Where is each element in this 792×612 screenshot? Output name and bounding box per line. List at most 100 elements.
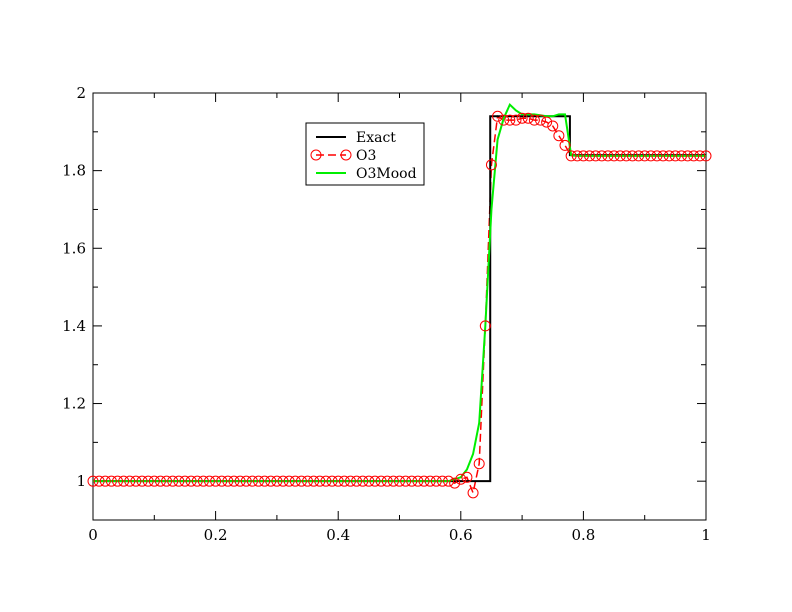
axis-ticks	[92, 92, 707, 521]
o3-marker	[571, 150, 583, 162]
series-o3mood-line	[93, 102, 706, 483]
o3-marker	[418, 475, 430, 487]
o3-marker	[522, 112, 534, 124]
legend-box	[305, 122, 425, 186]
o3-marker	[626, 150, 638, 162]
o3-marker	[222, 475, 234, 487]
o3-marker	[682, 150, 694, 162]
legend-marker-o3	[340, 149, 352, 161]
o3-marker	[559, 139, 571, 151]
legend-label-o3mood: O3Mood	[356, 166, 417, 182]
x-tick-label: 0.8	[571, 526, 595, 544]
o3-marker	[688, 150, 700, 162]
o3-marker	[596, 150, 608, 162]
o3-marker	[302, 475, 314, 487]
o3-marker	[369, 475, 381, 487]
o3-marker	[124, 475, 136, 487]
o3-marker	[443, 475, 455, 487]
o3-marker	[455, 473, 467, 485]
o3-marker	[424, 475, 436, 487]
o3-marker	[93, 475, 105, 487]
o3-marker	[314, 475, 326, 487]
y-tick-label: 1.4	[62, 317, 86, 335]
o3-marker	[99, 475, 111, 487]
o3-marker	[179, 475, 191, 487]
o3-marker	[473, 458, 485, 470]
o3-marker	[363, 475, 375, 487]
o3-marker	[394, 475, 405, 487]
o3-marker	[412, 475, 424, 487]
o3-marker	[651, 150, 663, 162]
o3-marker	[240, 475, 252, 487]
o3-marker	[246, 475, 258, 487]
o3-marker	[271, 475, 283, 487]
legend-label-o3: O3	[356, 148, 376, 164]
o3-marker	[675, 150, 687, 162]
o3-marker	[485, 159, 497, 171]
o3-marker	[357, 475, 369, 487]
o3-marker	[228, 475, 240, 487]
o3-marker	[504, 114, 516, 126]
legend-marker-o3	[310, 149, 322, 161]
o3-marker	[173, 475, 185, 487]
o3-marker	[154, 475, 166, 487]
o3-marker	[528, 114, 540, 126]
o3-marker	[387, 475, 399, 487]
o3-marker	[657, 150, 669, 162]
o3-marker	[547, 120, 559, 132]
series-exact-line	[93, 115, 706, 483]
o3-marker	[87, 475, 99, 487]
x-tick-label: 1	[701, 526, 711, 544]
o3-marker	[295, 475, 307, 487]
o3-marker	[498, 114, 510, 126]
o3-marker	[381, 475, 393, 487]
o3-marker	[541, 116, 553, 128]
o3-marker	[259, 475, 271, 487]
o3-marker	[534, 114, 546, 126]
y-tick-label: 1.2	[62, 395, 86, 413]
o3-marker	[332, 475, 344, 487]
o3-marker	[148, 475, 160, 487]
o3-marker	[203, 475, 215, 487]
o3-marker	[136, 475, 148, 487]
o3-marker	[700, 150, 712, 162]
o3-marker	[449, 477, 461, 489]
o3-marker	[584, 150, 596, 162]
o3-marker	[608, 150, 620, 162]
o3-marker	[277, 475, 289, 487]
o3-marker	[142, 475, 154, 487]
o3-marker	[326, 475, 338, 487]
o3-marker	[234, 475, 246, 487]
o3-marker	[467, 487, 479, 499]
o3-marker	[112, 475, 124, 487]
o3-marker	[320, 475, 332, 487]
o3-marker	[351, 475, 363, 487]
o3-marker	[614, 150, 626, 162]
o3-marker	[253, 475, 265, 487]
o3-marker	[436, 475, 448, 487]
o3-marker	[602, 150, 614, 162]
o3-marker	[633, 150, 645, 162]
o3-marker	[577, 150, 589, 162]
x-tick-label: 0.6	[449, 526, 473, 544]
o3-marker	[283, 475, 295, 487]
x-tick-label: 0.4	[326, 526, 350, 544]
legend-label-exact: Exact	[356, 130, 396, 146]
o3-marker	[197, 475, 209, 487]
o3-marker	[216, 475, 228, 487]
o3-marker	[516, 112, 528, 124]
series-layer	[87, 102, 712, 499]
o3-marker	[308, 475, 320, 487]
o3-marker	[161, 475, 173, 487]
o3-marker	[338, 475, 350, 487]
x-tick-label: 0.2	[204, 526, 228, 544]
y-tick-label: 1.8	[62, 162, 86, 180]
y-tick-label: 2	[76, 84, 86, 102]
o3-marker	[118, 475, 130, 487]
o3-marker	[694, 150, 706, 162]
o3-marker	[669, 150, 681, 162]
o3-marker	[130, 475, 142, 487]
o3-marker	[590, 150, 602, 162]
o3-marker	[553, 130, 565, 142]
o3-marker	[400, 475, 412, 487]
